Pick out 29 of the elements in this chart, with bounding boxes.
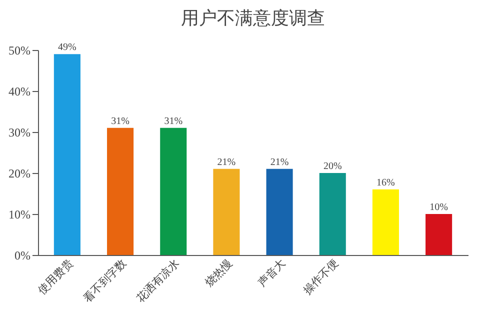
data-label: 20% bbox=[323, 161, 342, 172]
y-tick-label: 50% bbox=[8, 44, 30, 58]
x-tick-label: 使用费贵 bbox=[35, 256, 76, 298]
bar bbox=[319, 173, 346, 255]
data-label: 31% bbox=[164, 116, 183, 127]
bar bbox=[266, 168, 293, 255]
bar bbox=[426, 214, 452, 255]
chart-title: 用户不满意度调查 bbox=[181, 8, 325, 28]
data-label: 16% bbox=[376, 177, 395, 188]
bar bbox=[372, 189, 399, 255]
y-tick-label: 30% bbox=[8, 126, 30, 140]
bar bbox=[54, 54, 80, 255]
bar bbox=[213, 168, 240, 255]
x-tick-label: 花洒有凉水 bbox=[134, 256, 182, 305]
data-label: 21% bbox=[217, 156, 236, 168]
bar bbox=[107, 128, 134, 255]
y-tick-label: 20% bbox=[8, 166, 30, 180]
data-label: 10% bbox=[430, 202, 448, 213]
y-tick-label: 10% bbox=[8, 208, 30, 222]
bar bbox=[160, 128, 187, 255]
x-tick-label: 看不到字数 bbox=[80, 256, 129, 305]
y-tick-label: 40% bbox=[8, 84, 30, 98]
y-tick-label: 0% bbox=[14, 248, 30, 262]
x-tick-label: 操作不便 bbox=[302, 258, 342, 298]
x-tick-label: 烧热慢 bbox=[202, 256, 235, 290]
data-label: 31% bbox=[111, 116, 130, 127]
data-label: 21% bbox=[270, 156, 289, 168]
data-label: 49% bbox=[58, 42, 76, 54]
x-tick-label: 声音大 bbox=[256, 256, 288, 290]
